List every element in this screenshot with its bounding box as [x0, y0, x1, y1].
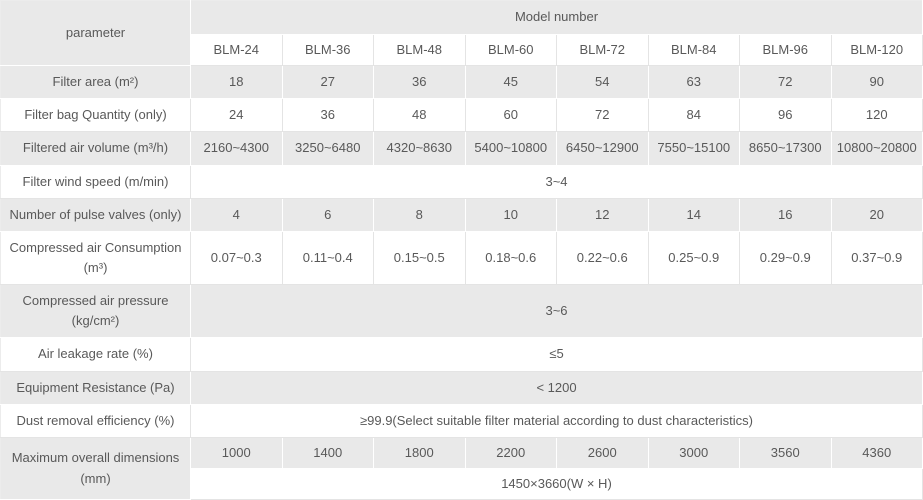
- column-header-blm-48: BLM-48: [373, 34, 466, 67]
- value-cell: 1000: [190, 437, 283, 470]
- table-row: Dust removal efficiency (%) ≥99.9(Select …: [0, 404, 923, 438]
- row-label: Compressed air pressure (kg/cm²): [0, 284, 191, 339]
- value-cell: 0.07~0.3: [190, 231, 283, 286]
- table-body: Filter area (m²) 18 27 36 45 54 63 72 90 Filter b…: [0, 65, 923, 500]
- value-cell: 0.11~0.4: [282, 231, 374, 286]
- column-header-blm-96: BLM-96: [739, 34, 832, 67]
- value-cell: 2200: [465, 437, 557, 470]
- model-number-header: Model number: [190, 0, 923, 35]
- table-row: Compressed air pressure (kg/cm²) 3~6: [0, 284, 923, 339]
- value-cell: 36: [282, 98, 374, 133]
- table-row: Air leakage rate (%) ≤5: [0, 337, 923, 372]
- value-cell: 7550~15100: [648, 131, 740, 166]
- table-header: parameter Model number BLM-24 BLM-36 BLM…: [0, 0, 923, 67]
- value-cell: 36: [373, 65, 466, 100]
- value-cell: 72: [739, 65, 832, 100]
- value-cell: 12: [556, 198, 649, 232]
- value-cell: 0.18~0.6: [465, 231, 557, 286]
- value-cell: 0.29~0.9: [739, 231, 832, 286]
- value-cell: 3000: [648, 437, 740, 470]
- table-row: Filter wind speed (m/min) 3~4: [0, 165, 923, 199]
- span-value-cell: < 1200: [190, 371, 923, 405]
- table-row: Maximum overall dimensions (mm) 1000 1400 1…: [0, 437, 923, 500]
- row-label: Maximum overall dimensions (mm): [0, 437, 191, 500]
- value-cell: 3250~6480: [282, 131, 374, 166]
- table-row: Filter area (m²) 18 27 36 45 54 63 72 90: [0, 65, 923, 100]
- value-cell: 1400: [282, 437, 374, 470]
- column-header-blm-36: BLM-36: [282, 34, 374, 67]
- span-value-cell: 1450×3660(W × H): [190, 468, 923, 500]
- value-cell: 8650~17300: [739, 131, 832, 166]
- value-cell: 6: [282, 198, 374, 232]
- row-label: Dust removal efficiency (%): [0, 404, 191, 438]
- row-label: Filter bag Quantity (only): [0, 98, 191, 133]
- row-label: Filtered air volume (m³/h): [0, 131, 191, 166]
- column-header-blm-60: BLM-60: [465, 34, 557, 67]
- parameter-column-header: parameter: [0, 0, 191, 67]
- value-cell: 14: [648, 198, 740, 232]
- value-cell: 4320~8630: [373, 131, 466, 166]
- column-header-blm-84: BLM-84: [648, 34, 740, 67]
- row-label: Equipment Resistance (Pa): [0, 371, 191, 405]
- value-cell: 60: [465, 98, 557, 133]
- value-cell: 2600: [556, 437, 649, 470]
- span-value-cell: 3~6: [190, 284, 923, 339]
- value-cell: 4360: [831, 437, 923, 470]
- table-row: Number of pulse valves (only) 4 6 8 10 12 14 16…: [0, 198, 923, 232]
- value-cell: 16: [739, 198, 832, 232]
- value-cell: 63: [648, 65, 740, 100]
- value-cell: 48: [373, 98, 466, 133]
- value-cell: 20: [831, 198, 923, 232]
- row-label: Air leakage rate (%): [0, 337, 191, 372]
- value-cell: 0.25~0.9: [648, 231, 740, 286]
- row-label: Filter area (m²): [0, 65, 191, 100]
- value-cell: 45: [465, 65, 557, 100]
- value-cell: 54: [556, 65, 649, 100]
- value-cell: 120: [831, 98, 923, 133]
- value-cell: 90: [831, 65, 923, 100]
- value-cell: 8: [373, 198, 466, 232]
- value-cell: 27: [282, 65, 374, 100]
- table-row: Compressed air Consumption (m³) 0.07~0.3 0…: [0, 231, 923, 286]
- span-value-cell: ≤5: [190, 337, 923, 372]
- value-cell: 24: [190, 98, 283, 133]
- value-cell: 1800: [373, 437, 466, 470]
- header-row-models: BLM-24 BLM-36 BLM-48 BLM-60 BLM-72 BLM-8…: [1, 34, 923, 67]
- value-cell: 3560: [739, 437, 832, 470]
- span-value-cell: 3~4: [190, 165, 923, 199]
- table-row: Filtered air volume (m³/h) 2160~4300 3250~…: [0, 131, 923, 166]
- span-value-cell: ≥99.9(Select suitable filter material ac…: [190, 404, 923, 438]
- value-cell: 72: [556, 98, 649, 133]
- value-cell: 10: [465, 198, 557, 232]
- value-cell: 4: [190, 198, 283, 232]
- column-header-blm-24: BLM-24: [190, 34, 283, 67]
- value-cell: 6450~12900: [556, 131, 649, 166]
- row-label: Filter wind speed (m/min): [0, 165, 191, 199]
- row-label: Compressed air Consumption (m³): [0, 231, 191, 286]
- value-cell: 10800~20800: [831, 131, 923, 166]
- header-row-model-number: parameter Model number: [0, 0, 923, 67]
- column-header-blm-120: BLM-120: [831, 34, 923, 67]
- value-cell: 18: [190, 65, 283, 100]
- value-cell: 0.15~0.5: [373, 231, 466, 286]
- value-cell: 0.37~0.9: [831, 231, 923, 286]
- column-header-blm-72: BLM-72: [556, 34, 649, 67]
- value-cell: 0.22~0.6: [556, 231, 649, 286]
- value-cell: 84: [648, 98, 740, 133]
- row-label: Number of pulse valves (only): [0, 198, 191, 232]
- value-cell: 5400~10800: [465, 131, 557, 166]
- value-cell: 2160~4300: [190, 131, 283, 166]
- table-row: Filter bag Quantity (only) 24 36 48 60 72 84 96…: [0, 98, 923, 133]
- value-cell: 96: [739, 98, 832, 133]
- table-row: Equipment Resistance (Pa) < 1200: [0, 371, 923, 405]
